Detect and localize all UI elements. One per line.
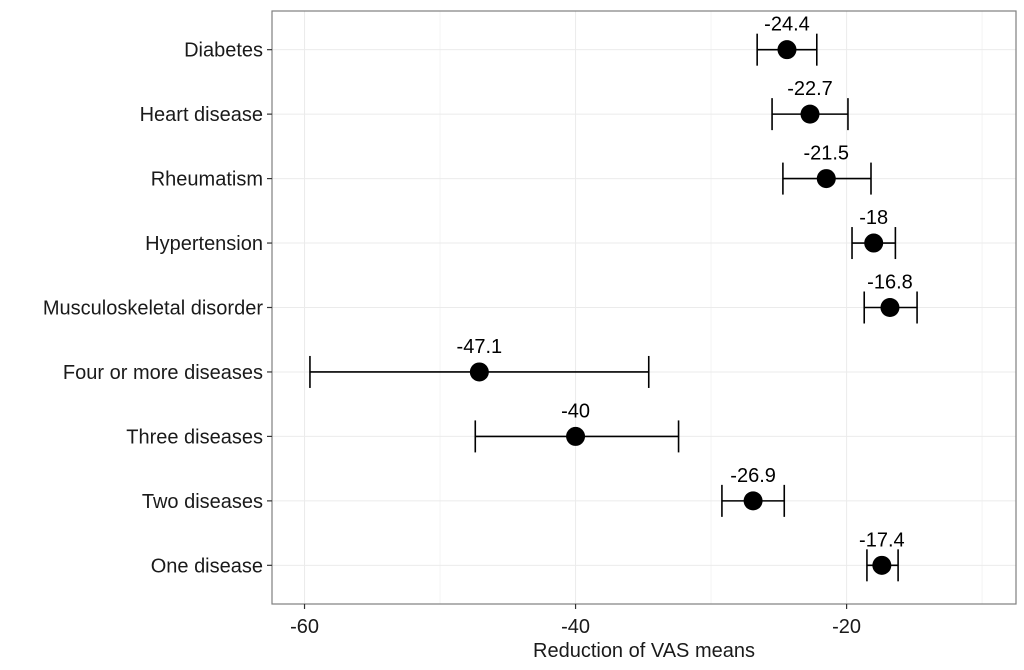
y-category-label: Rheumatism <box>151 169 263 191</box>
axis-layer: -60 -40 -20 Diabetes Heart disease Rheumatism… <box>43 40 861 638</box>
x-axis-title: Reduction of VAS means <box>533 640 755 662</box>
y-category-label: Diabetes <box>184 40 263 62</box>
y-category-label: Heart disease <box>140 104 263 126</box>
data-row: -16.8 <box>863 272 918 324</box>
data-row: -47.1 <box>309 336 650 388</box>
data-label: -24.4 <box>764 14 810 36</box>
y-category-label: Musculoskeletal disorder <box>43 298 263 320</box>
data-row: -24.4 <box>756 14 818 66</box>
data-point <box>872 555 892 575</box>
data-label: -22.7 <box>787 78 833 100</box>
marks-layer: -24.4 -22.7 -21.5 -18 -16.8 -47.1 -40 -26.9 -17.… <box>309 14 918 582</box>
data-label: -17.4 <box>859 529 905 551</box>
data-row: -40 <box>474 400 680 453</box>
y-category-label: Three diseases <box>126 426 263 448</box>
x-tick-label: -40 <box>561 616 590 638</box>
data-row: -22.7 <box>771 78 849 131</box>
x-tick-label: -20 <box>832 616 861 638</box>
data-label: -21.5 <box>803 143 849 165</box>
data-label: -18 <box>859 207 888 229</box>
y-category-label: Four or more diseases <box>63 362 263 384</box>
data-row: -17.4 <box>859 529 905 582</box>
data-point <box>816 169 836 189</box>
data-label: -16.8 <box>867 272 913 294</box>
data-label: -47.1 <box>457 336 503 358</box>
data-point <box>864 233 884 253</box>
data-row: -18 <box>851 207 897 260</box>
y-category-label: Two diseases <box>142 491 263 513</box>
data-row: -21.5 <box>782 143 872 195</box>
data-point <box>800 104 820 124</box>
data-point <box>777 40 797 60</box>
x-tick-label: -60 <box>290 616 319 638</box>
data-point <box>880 298 900 317</box>
data-point <box>743 491 763 511</box>
data-point <box>566 426 586 446</box>
y-category-label: One disease <box>151 555 263 577</box>
data-point <box>469 362 489 382</box>
data-row: -26.9 <box>721 465 786 517</box>
y-category-label: Hypertension <box>145 233 263 255</box>
data-label: -40 <box>561 400 590 422</box>
data-label: -26.9 <box>730 465 776 487</box>
